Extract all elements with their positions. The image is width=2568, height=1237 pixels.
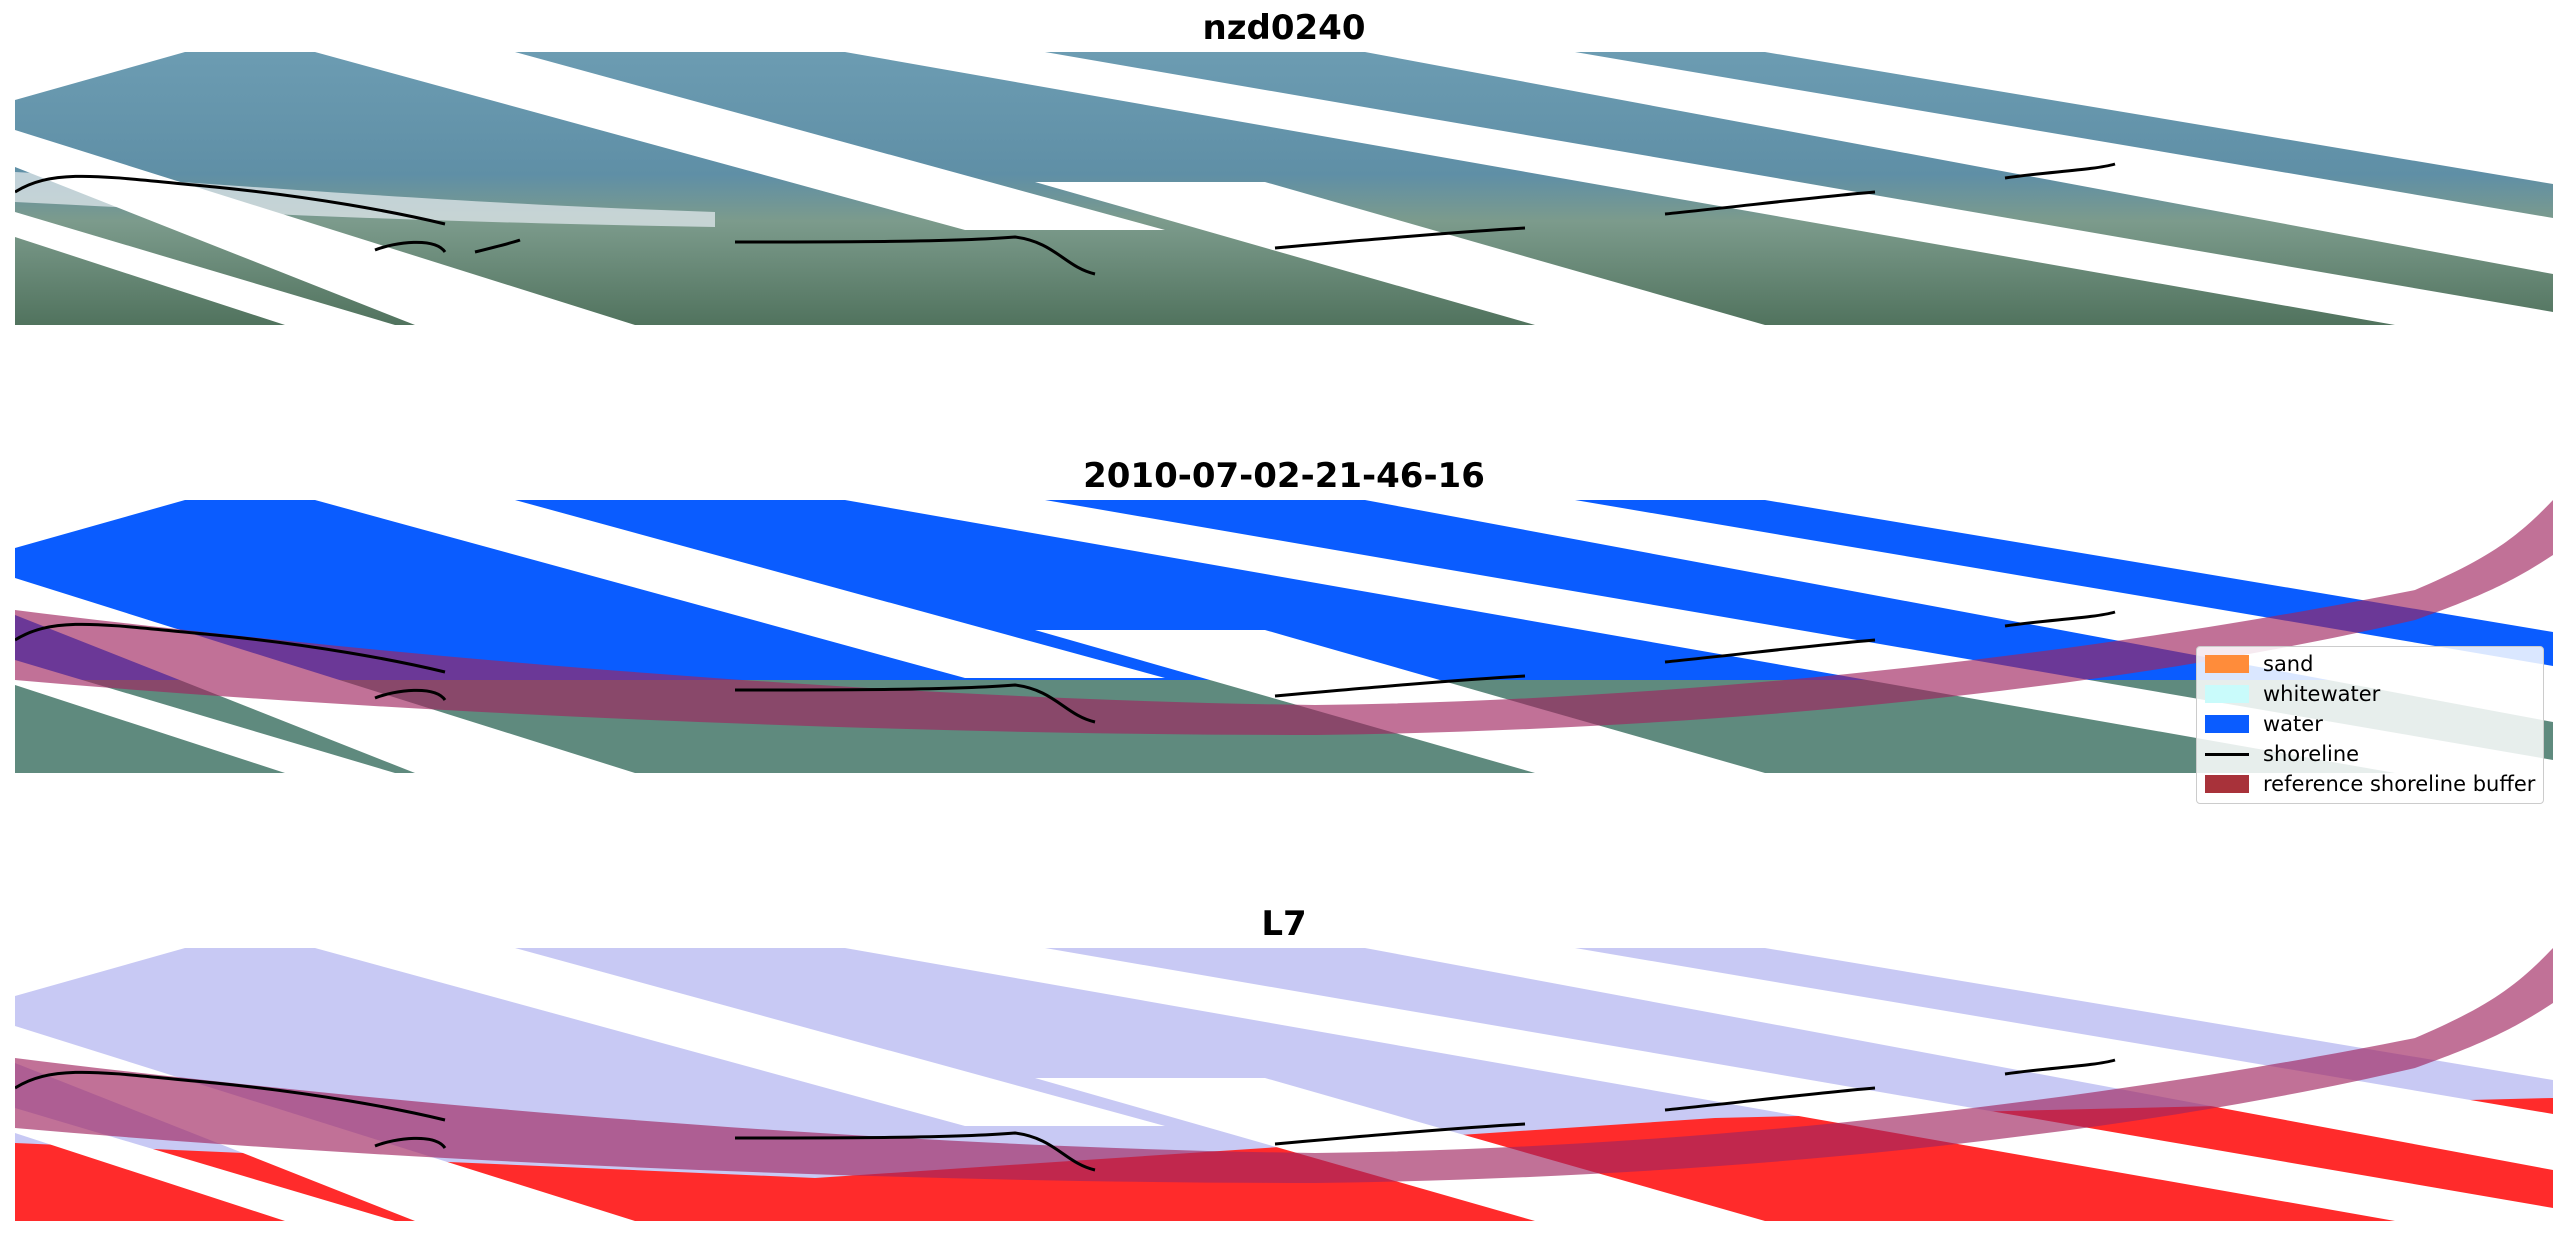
square-swatch-icon — [2205, 655, 2249, 673]
mndwi-image-panel — [15, 948, 2553, 1221]
square-swatch-icon — [2205, 775, 2249, 793]
reference-shoreline-buffer — [15, 948, 2553, 1183]
legend-item-sand: sand — [2205, 651, 2313, 677]
legend: sand whitewater water shoreline referenc… — [2196, 646, 2544, 804]
legend-item-reference-shoreline-buffer: reference shoreline buffer — [2205, 771, 2535, 797]
legend-item-shoreline: shoreline — [2205, 741, 2359, 767]
classified-image-panel — [15, 500, 2553, 773]
mndwi-image — [15, 948, 2553, 1221]
panel-title-rgb: nzd0240 — [1202, 8, 1366, 48]
classified-image — [15, 500, 2553, 773]
reference-shoreline-buffer — [15, 500, 2553, 735]
legend-item-water: water — [2205, 711, 2323, 737]
rgb-satellite-image — [15, 52, 2553, 325]
panel-title-classified: 2010-07-02-21-46-16 — [1083, 456, 1485, 496]
legend-item-whitewater: whitewater — [2205, 681, 2380, 707]
panel-title-mndwi: L7 — [1261, 904, 1307, 944]
square-swatch-icon — [2205, 715, 2249, 733]
rgb-image-panel — [15, 52, 2553, 325]
square-swatch-icon — [2205, 685, 2249, 703]
line-swatch-icon — [2205, 752, 2249, 756]
